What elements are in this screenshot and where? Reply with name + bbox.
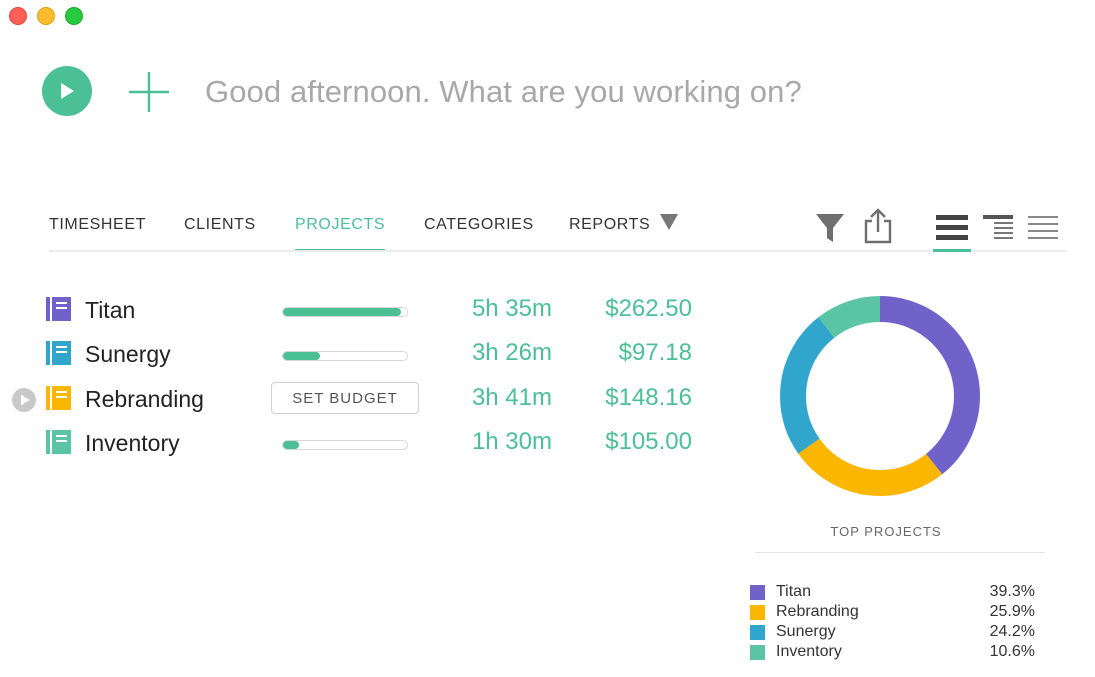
budget-progress-fill (283, 352, 321, 360)
project-row[interactable]: Inventory 1h 30m $105.00 (0, 424, 720, 464)
legend-label: Inventory (776, 643, 842, 660)
filter-icon[interactable] (815, 212, 845, 244)
project-row[interactable]: Titan 5h 35m $262.50 (0, 291, 720, 331)
dropdown-triangle-icon (660, 214, 679, 230)
play-icon (61, 83, 74, 99)
project-time: 3h 26m (471, 339, 552, 366)
tab-projects[interactable]: PROJECTS (295, 214, 386, 252)
project-name: Rebranding (85, 386, 204, 412)
play-icon (21, 394, 30, 406)
window-controls (9, 7, 83, 25)
project-time: 5h 35m (471, 295, 552, 322)
maximize-window-button[interactable] (65, 7, 83, 25)
legend-item: Inventory 10.6% (750, 642, 1035, 662)
project-time: 1h 30m (471, 428, 552, 455)
budget-progress-bar (282, 351, 408, 361)
legend-percentage: 39.3% (989, 583, 1035, 600)
set-budget-button[interactable]: SET BUDGET (271, 382, 419, 414)
tab-label: TIMESHEET (49, 216, 146, 233)
view-list-compact-icon[interactable] (1027, 214, 1059, 242)
close-window-button[interactable] (9, 7, 27, 25)
project-time: 3h 41m (471, 384, 552, 411)
project-name: Sunergy (85, 341, 171, 367)
share-icon[interactable] (861, 208, 895, 244)
legend-label: Sunergy (776, 623, 836, 640)
project-book-icon (46, 430, 71, 454)
budget-progress-bar (282, 307, 408, 317)
donut-slice-rebranding (780, 296, 980, 496)
legend-swatch (750, 645, 765, 660)
active-view-indicator (933, 249, 971, 252)
tab-label: CATEGORIES (424, 216, 534, 233)
add-entry-button[interactable] (127, 70, 171, 114)
legend-label: Rebranding (776, 603, 859, 620)
view-list-large-icon[interactable] (935, 214, 969, 242)
legend-percentage: 10.6% (989, 643, 1035, 660)
budget-progress-bar (282, 440, 408, 450)
project-name: Inventory (85, 430, 180, 456)
project-amount: $262.50 (605, 295, 692, 322)
legend-swatch (750, 625, 765, 640)
start-timer-button[interactable] (42, 66, 92, 116)
view-list-medium-icon[interactable] (982, 214, 1014, 242)
tab-reports[interactable]: REPORTS (569, 214, 679, 252)
tab-clients[interactable]: CLIENTS (184, 214, 256, 252)
project-book-icon (46, 297, 71, 321)
tab-categories[interactable]: CATEGORIES (424, 214, 534, 252)
legend-item: Titan 39.3% (750, 582, 1035, 602)
top-projects-donut-chart (780, 296, 980, 496)
project-amount: $148.16 (605, 384, 692, 411)
legend-label: Titan (776, 583, 811, 600)
donut-slice-sunergy (780, 296, 980, 496)
project-book-icon (46, 341, 71, 365)
legend-percentage: 25.9% (989, 603, 1035, 620)
legend-item: Sunergy 24.2% (750, 622, 1035, 642)
donut-slice-inventory (780, 296, 980, 496)
minimize-window-button[interactable] (37, 7, 55, 25)
project-row[interactable]: Sunergy 3h 26m $97.18 (0, 335, 720, 375)
tab-label: REPORTS (569, 216, 651, 233)
tabs-divider (49, 250, 1067, 252)
tab-label: CLIENTS (184, 216, 256, 233)
project-row[interactable]: Rebranding SET BUDGET 3h 41m $148.16 (0, 380, 720, 420)
plus-icon (129, 72, 169, 112)
legend-divider (755, 552, 1045, 553)
budget-progress-fill (283, 308, 401, 316)
tab-label: PROJECTS (295, 216, 386, 233)
chart-title: TOP PROJECTS (830, 524, 942, 539)
legend-item: Rebranding 25.9% (750, 602, 1035, 622)
legend-swatch (750, 585, 765, 600)
legend-percentage: 24.2% (989, 623, 1035, 640)
activity-prompt[interactable]: Good afternoon. What are you working on? (205, 74, 802, 109)
tab-timesheet[interactable]: TIMESHEET (49, 214, 146, 252)
start-project-timer-button[interactable] (12, 388, 36, 412)
project-amount: $105.00 (605, 428, 692, 455)
chart-legend: Titan 39.3% Rebranding 25.9% Sunergy 24.2% Inv… (750, 582, 1035, 662)
budget-progress-fill (283, 441, 300, 449)
project-book-icon (46, 386, 71, 410)
project-amount: $97.18 (618, 339, 692, 366)
project-name: Titan (85, 297, 136, 323)
legend-swatch (750, 605, 765, 620)
